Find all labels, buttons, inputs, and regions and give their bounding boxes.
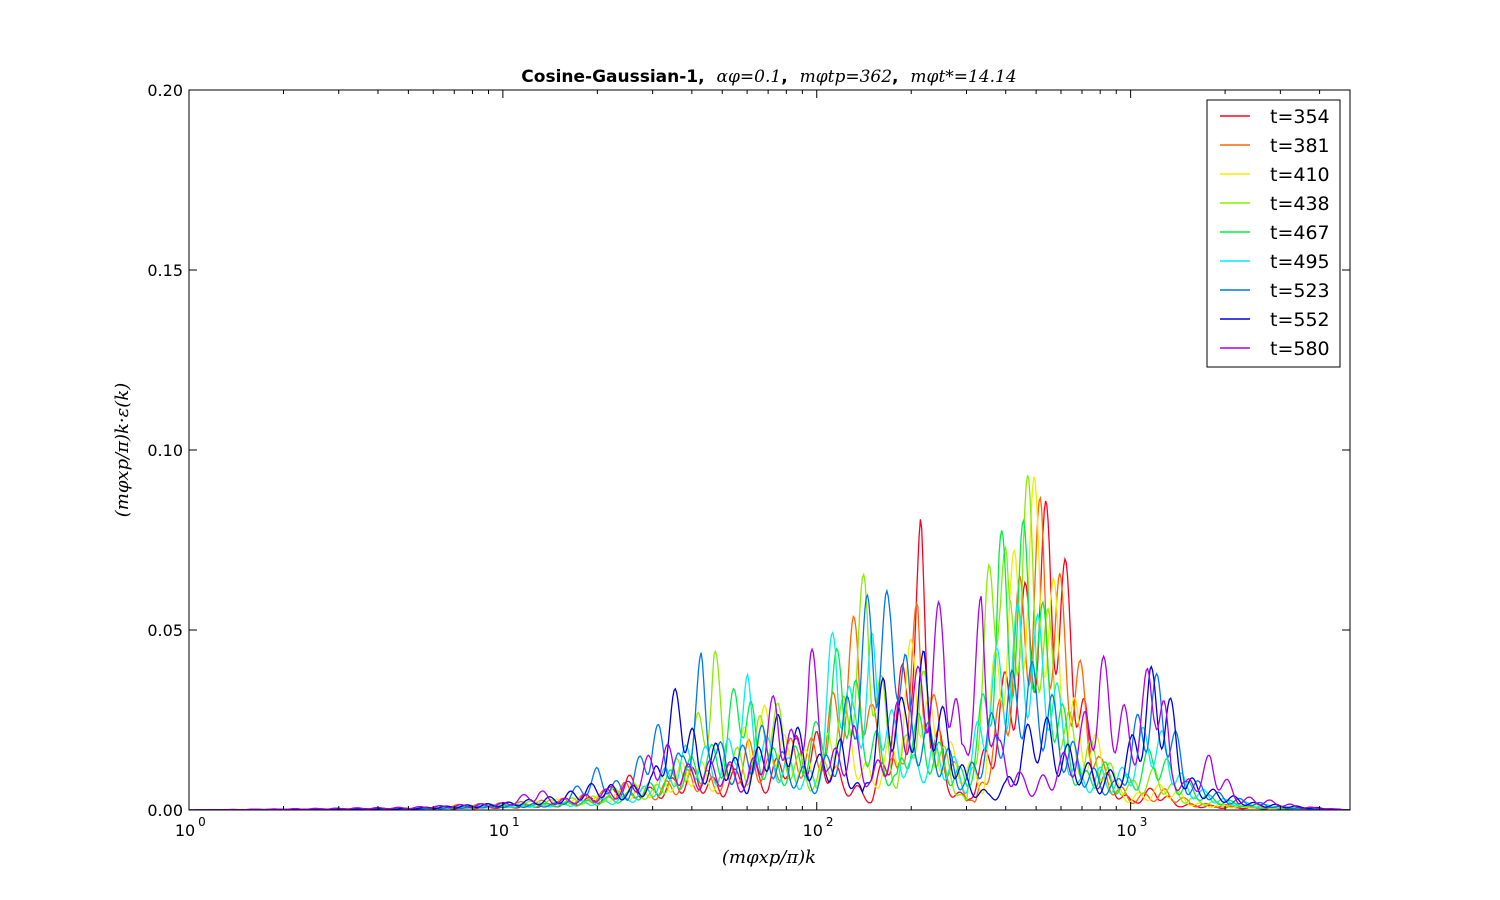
chart-title-param-tp: mφtp=362 bbox=[800, 67, 892, 87]
legend-item-label: t=410 bbox=[1270, 164, 1330, 186]
y-tick-label: 0.15 bbox=[147, 261, 183, 280]
legend-item-label: t=354 bbox=[1270, 106, 1330, 128]
x-tick-label-exponent: 3 bbox=[1140, 815, 1148, 829]
x-axis-label: (mφxp/π)k bbox=[722, 847, 816, 868]
legend-item-label: t=438 bbox=[1270, 193, 1330, 215]
legend-item-label: t=495 bbox=[1270, 251, 1330, 273]
x-tick-label: 10 bbox=[803, 821, 823, 840]
x-tick-label-exponent: 2 bbox=[826, 815, 834, 829]
series-layer bbox=[189, 475, 1350, 810]
x-tick-label: 10 bbox=[1116, 821, 1136, 840]
y-axis: 0.00 0.05 0.10 0.15 0.20 bbox=[147, 81, 1350, 820]
x-tick-label-exponent: 0 bbox=[198, 815, 206, 829]
x-axis: 10 0 10 1 10 2 10 3 bbox=[175, 90, 1351, 840]
legend-item-label: t=523 bbox=[1270, 280, 1330, 302]
legend-item-label: t=381 bbox=[1270, 135, 1330, 157]
legend-item-label: t=467 bbox=[1270, 222, 1330, 244]
y-tick-label: 0.20 bbox=[147, 81, 183, 100]
y-tick-label: 0.05 bbox=[147, 621, 183, 640]
y-tick-label: 0.00 bbox=[147, 801, 183, 820]
y-axis-label: (mφxp/π)k·ε(k) bbox=[112, 383, 133, 518]
chart-title-param-tstar: mφt*=14.14 bbox=[910, 67, 1016, 87]
legend: t=354 t=381 t=410 t=438 t=467 t=495 t=523 t=552… bbox=[1206, 99, 1341, 368]
x-tick-label: 10 bbox=[175, 821, 195, 840]
legend-item-label: t=552 bbox=[1270, 309, 1330, 331]
chart-title-param-alpha: αφ=0.1 bbox=[717, 67, 782, 87]
y-tick-label: 0.10 bbox=[147, 441, 183, 460]
legend-item-label: t=580 bbox=[1270, 338, 1330, 360]
chart-title: Cosine-Gaussian-1, αφ=0.1, mφtp=362, mφt… bbox=[521, 67, 1016, 87]
chart-title-prefix: Cosine-Gaussian-1, bbox=[521, 67, 704, 87]
x-tick-label-exponent: 1 bbox=[512, 815, 520, 829]
series-line-t-580 bbox=[189, 596, 1350, 810]
x-tick-label: 10 bbox=[489, 821, 509, 840]
